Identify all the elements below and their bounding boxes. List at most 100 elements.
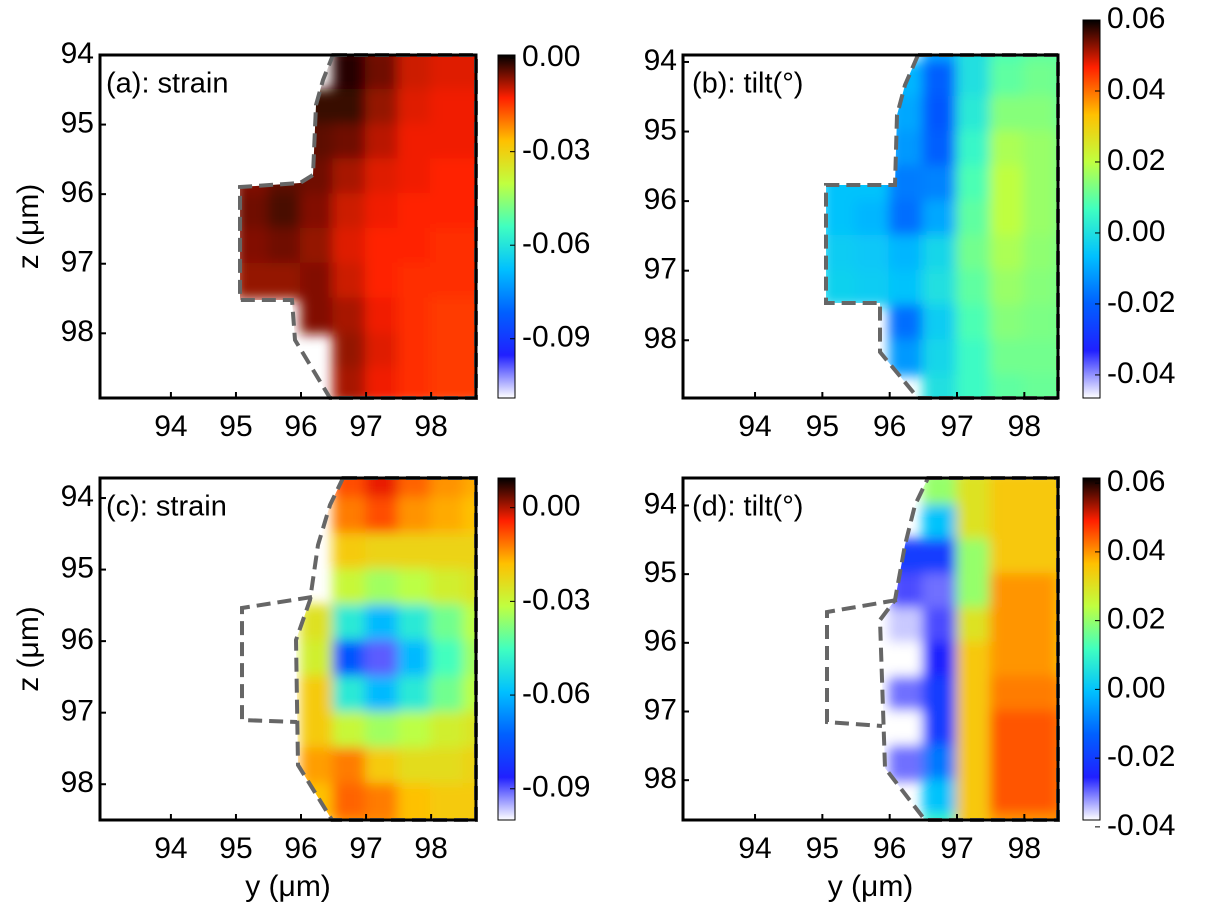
heatmap-cell [430, 297, 465, 335]
heatmap-cell [922, 744, 959, 782]
heatmap-cell [888, 641, 925, 679]
heatmap-cell [397, 497, 433, 535]
y-axis-label: z (μm) [12, 184, 45, 270]
heatmap-cell [989, 304, 1026, 342]
y-tick-label: 95 [61, 106, 94, 139]
colorbar-tick-label: -0.09 [522, 771, 590, 804]
heatmap-cell [922, 60, 959, 98]
heatmap-cell [430, 568, 465, 607]
heatmap-cell [956, 95, 992, 133]
heatmap-cell [332, 227, 368, 265]
colorbar-tick-label: 0.00 [522, 490, 580, 523]
heatmap-cell [397, 640, 433, 678]
heatmap-cell [365, 478, 400, 500]
colorbar-tick-label: -0.03 [522, 583, 590, 616]
heatmap-cell [956, 779, 992, 816]
heatmap-cell [956, 538, 992, 576]
heatmap-cells [826, 55, 1058, 398]
heatmap-cell [888, 676, 925, 713]
heatmap-cell [1023, 165, 1058, 203]
heatmap-cell [989, 339, 1026, 377]
heatmap-cell [397, 711, 433, 750]
colorbar-tick-label: 0.00 [522, 40, 580, 73]
heatmap-cell [397, 783, 433, 820]
heatmap-cell [240, 227, 270, 265]
plot-frame [98, 53, 478, 400]
colorbar [1082, 477, 1101, 821]
x-tick-label: 98 [414, 410, 447, 443]
heatmap-cell [397, 55, 433, 91]
x-tick-label: 95 [219, 410, 252, 443]
heatmap-cell [430, 367, 465, 398]
y-tick-label: 94 [61, 37, 94, 70]
heatmap-cell [240, 193, 270, 230]
heatmap-cell [1023, 200, 1058, 237]
heatmap-cell [365, 783, 400, 820]
heatmap-cell [462, 55, 476, 91]
heatmap-cell [462, 297, 476, 335]
heatmap-cell [365, 532, 400, 571]
x-tick-label: 95 [806, 410, 839, 443]
heatmap-cell [462, 55, 476, 56]
grain-outline [240, 595, 313, 724]
heatmap-cell [430, 675, 465, 714]
heatmap-cell [922, 710, 959, 747]
heatmap-cell [888, 710, 925, 747]
heatmap-cell [365, 604, 400, 643]
heatmap-cell [922, 504, 959, 541]
heatmap-cell [888, 95, 925, 133]
heatmap-cell [332, 497, 368, 535]
heatmap-cell [397, 55, 433, 56]
heatmap-cell [430, 193, 465, 230]
heatmap-cell [430, 55, 465, 91]
y-tick-label: 96 [61, 176, 94, 209]
heatmap-cell [332, 193, 368, 230]
heatmap-cells [240, 55, 476, 398]
heatmap-cell [1023, 95, 1058, 133]
heatmap-cell [267, 227, 303, 265]
heatmap-cell [922, 165, 959, 203]
y-tick-label: 98 [644, 762, 677, 795]
heatmap-cell [430, 532, 465, 571]
heatmap-cell [888, 607, 925, 644]
colorbar-tick-label: 0.02 [1107, 603, 1165, 636]
heatmap-cell [332, 675, 368, 714]
heatmap-cell [332, 711, 368, 750]
heatmap-cell [956, 607, 992, 644]
x-tick-label: 94 [154, 832, 187, 865]
x-tick-label: 97 [940, 410, 973, 443]
heatmap-cell [462, 262, 476, 300]
plot-frame [98, 476, 478, 822]
y-tick-label: 96 [61, 623, 94, 656]
heatmap-cell [332, 55, 368, 91]
plot-frame [681, 476, 1060, 822]
heatmap-cell [1023, 504, 1058, 541]
heatmap-cell [300, 262, 335, 300]
heatmap-cell [365, 747, 400, 786]
colorbar-tick-label: -0.09 [522, 321, 590, 354]
colorbar-tick-label: -0.04 [1107, 809, 1175, 842]
colorbar-tick-label: 0.06 [1107, 2, 1165, 35]
colorbar-tick-label: 0.00 [1107, 215, 1165, 248]
heatmap-cell [1023, 538, 1058, 576]
x-tick-label: 94 [738, 832, 771, 865]
heatmap-cell [365, 193, 400, 230]
heatmap-cell [888, 744, 925, 782]
heatmap-cell [888, 538, 925, 576]
heatmap-cell [332, 367, 368, 398]
colorbar [1082, 19, 1101, 399]
heatmap-cell [267, 158, 303, 196]
heatmap-cell [300, 783, 335, 820]
heatmap-cell [430, 55, 465, 56]
heatmap-cell [922, 538, 959, 576]
heatmap-cell [956, 710, 992, 747]
heatmap-cell [922, 573, 959, 610]
heatmap-cell [888, 234, 925, 272]
heatmap-cell [1023, 478, 1058, 507]
panel-title: (b): tilt(°) [692, 68, 803, 100]
heatmap-cell [989, 813, 1026, 820]
y-tick-label: 96 [644, 625, 677, 658]
heatmap-cell [956, 478, 992, 507]
x-axis-label: y (μm) [828, 870, 914, 903]
heatmap-cell [989, 95, 1026, 133]
